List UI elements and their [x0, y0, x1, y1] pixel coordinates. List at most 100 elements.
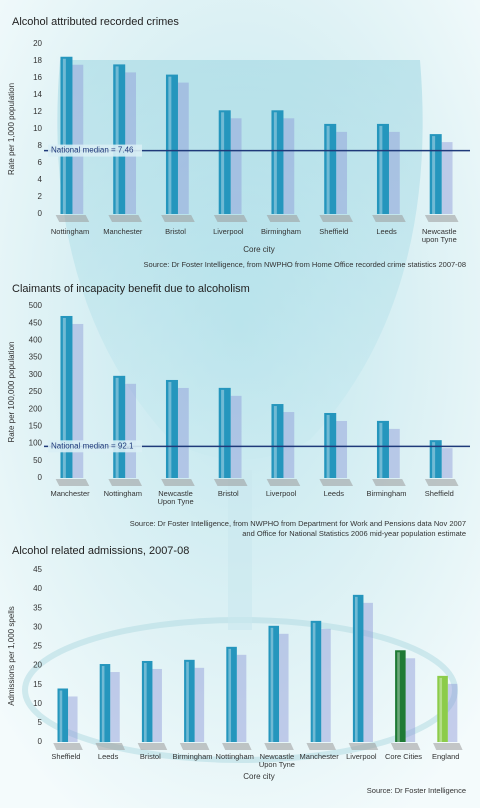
x-tick-label: Core Cities — [384, 752, 423, 761]
x-axis-label: Core city — [243, 772, 275, 781]
bar-highlight — [312, 622, 316, 742]
bar-highlight — [59, 690, 63, 742]
y-tick-label: 30 — [33, 622, 42, 631]
bar — [376, 123, 389, 214]
bar — [165, 74, 178, 214]
bar-highlight — [115, 377, 119, 478]
floor-slab — [213, 215, 248, 222]
bar — [141, 660, 153, 742]
bar-shadow — [194, 667, 205, 742]
y-tick-label: 12 — [33, 107, 42, 116]
floor-slab — [390, 743, 421, 750]
y-tick-label: 400 — [29, 336, 43, 345]
y-tick-label: 16 — [33, 73, 42, 82]
bar — [113, 64, 126, 215]
bar-shadow — [283, 118, 295, 214]
y-tick-label: 4 — [38, 175, 43, 184]
bar-shadow — [236, 654, 247, 742]
median-label-box — [48, 440, 142, 453]
floor-slab — [137, 743, 168, 750]
floor-slab — [306, 743, 337, 750]
bar — [352, 594, 364, 742]
bar-highlight — [62, 58, 66, 214]
x-tick-label: Birmingham — [261, 227, 302, 236]
x-tick-label: Newcastle Upon Tyne — [258, 752, 295, 769]
bar — [218, 110, 231, 214]
x-tick-label: Leeds — [323, 489, 345, 498]
bar — [395, 650, 406, 742]
bar-shadow — [72, 323, 84, 478]
bar-highlight — [379, 422, 383, 478]
bar-shadow — [388, 428, 400, 478]
floor-slab — [213, 479, 248, 486]
x-tick-label: Bristol — [139, 752, 161, 761]
chart-title: Claimants of incapacity benefit due to a… — [12, 283, 250, 295]
y-tick-label: 20 — [33, 39, 42, 48]
x-tick-label: Liverpool — [213, 227, 244, 236]
bar — [271, 110, 284, 214]
bar-shadow — [441, 448, 453, 478]
y-tick-label: 100 — [29, 439, 43, 448]
bar-shadow — [152, 668, 162, 742]
bar-shadow — [283, 412, 295, 478]
bar-highlight — [379, 125, 383, 214]
y-tick-label: 5 — [38, 718, 43, 727]
bar — [324, 123, 337, 214]
bar-highlight — [186, 661, 189, 742]
x-tick-label: England — [431, 752, 460, 761]
floor-slab — [319, 479, 354, 486]
glass-stem — [228, 470, 252, 630]
bar-highlight — [432, 442, 436, 478]
bar-shadow — [321, 628, 331, 742]
y-tick-label: 20 — [33, 661, 42, 670]
bar-shadow — [447, 683, 458, 742]
bar — [57, 688, 69, 742]
y-tick-label: 40 — [33, 584, 42, 593]
y-tick-label: 25 — [33, 642, 42, 651]
floor-slab — [266, 479, 301, 486]
bar-highlight — [221, 389, 225, 478]
bar-highlight — [270, 627, 274, 742]
floor-slab — [424, 479, 459, 486]
x-tick-label: Newcastle Upon Tyne — [157, 489, 194, 506]
bar-shadow — [110, 672, 120, 742]
x-tick-label: Birmingham — [366, 489, 407, 498]
y-tick-label: 350 — [29, 353, 43, 362]
y-tick-label: 35 — [33, 603, 42, 612]
x-tick-label: Manchester — [299, 752, 339, 761]
y-axis-label: Rate per 100,000 population — [7, 342, 16, 443]
x-tick-label: Bristol — [217, 489, 239, 498]
y-tick-label: 150 — [29, 422, 43, 431]
y-tick-label: 2 — [38, 192, 43, 201]
x-tick-label: Birmingham — [172, 752, 213, 761]
y-tick-label: 10 — [33, 699, 42, 708]
bar — [113, 375, 126, 478]
x-tick-label: Bristol — [165, 227, 186, 236]
y-tick-label: 0 — [38, 209, 43, 218]
bar-shadow — [405, 658, 416, 742]
floor-slab — [222, 743, 252, 750]
y-tick-label: 0 — [38, 737, 43, 746]
floor-slab — [108, 215, 143, 222]
floor-slab — [433, 743, 463, 750]
y-tick-label: 250 — [29, 387, 43, 396]
bar-shadow — [230, 118, 242, 214]
bar-highlight — [326, 125, 330, 214]
bar-shadow — [441, 142, 453, 214]
bar-shadow — [68, 696, 78, 742]
bar — [218, 387, 231, 478]
bar-highlight — [144, 662, 147, 742]
y-tick-label: 200 — [29, 404, 43, 413]
x-axis-label: Core city — [243, 245, 275, 254]
bar — [437, 675, 448, 742]
bar — [184, 659, 195, 742]
y-tick-label: 45 — [33, 565, 42, 574]
y-tick-label: 6 — [38, 158, 43, 167]
bar-shadow — [125, 383, 137, 478]
floor-slab — [55, 215, 90, 222]
floor-slab — [161, 479, 195, 486]
bar-highlight — [228, 648, 232, 742]
bar-shadow — [279, 633, 289, 742]
bar-highlight — [397, 652, 400, 742]
